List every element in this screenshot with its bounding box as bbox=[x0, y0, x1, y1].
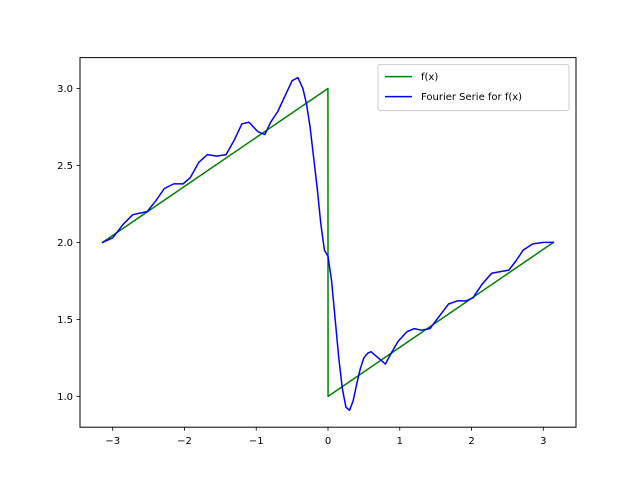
y-tick-label: 2.5 bbox=[57, 161, 73, 172]
x-tick-label: −3 bbox=[105, 436, 120, 447]
x-tick-label: −2 bbox=[177, 436, 192, 447]
y-tick-label: 1.0 bbox=[57, 392, 73, 403]
legend-label-0: f(x) bbox=[421, 72, 438, 83]
plot-lines bbox=[101, 76, 555, 412]
y-tick-label: 3.0 bbox=[57, 84, 73, 95]
x-tick-label: 0 bbox=[325, 436, 331, 447]
x-tick-label: 1 bbox=[397, 436, 403, 447]
y-axis: 1.0 1.5 2.0 2.5 3.0 bbox=[57, 84, 80, 403]
y-tick-label: 1.5 bbox=[57, 315, 73, 326]
series-line-0 bbox=[101, 87, 555, 398]
x-tick-label: 3 bbox=[540, 436, 546, 447]
legend-box bbox=[377, 64, 570, 112]
x-tick-label: −1 bbox=[249, 436, 264, 447]
legend: f(x) Fourier Serie for f(x) bbox=[377, 64, 570, 112]
x-tick-label: 2 bbox=[468, 436, 474, 447]
legend-label-1: Fourier Serie for f(x) bbox=[421, 92, 522, 103]
series-line-1 bbox=[101, 76, 555, 412]
y-tick-label: 2.0 bbox=[57, 238, 73, 249]
x-axis: −3 −2 −1 0 1 2 3 bbox=[105, 427, 546, 447]
